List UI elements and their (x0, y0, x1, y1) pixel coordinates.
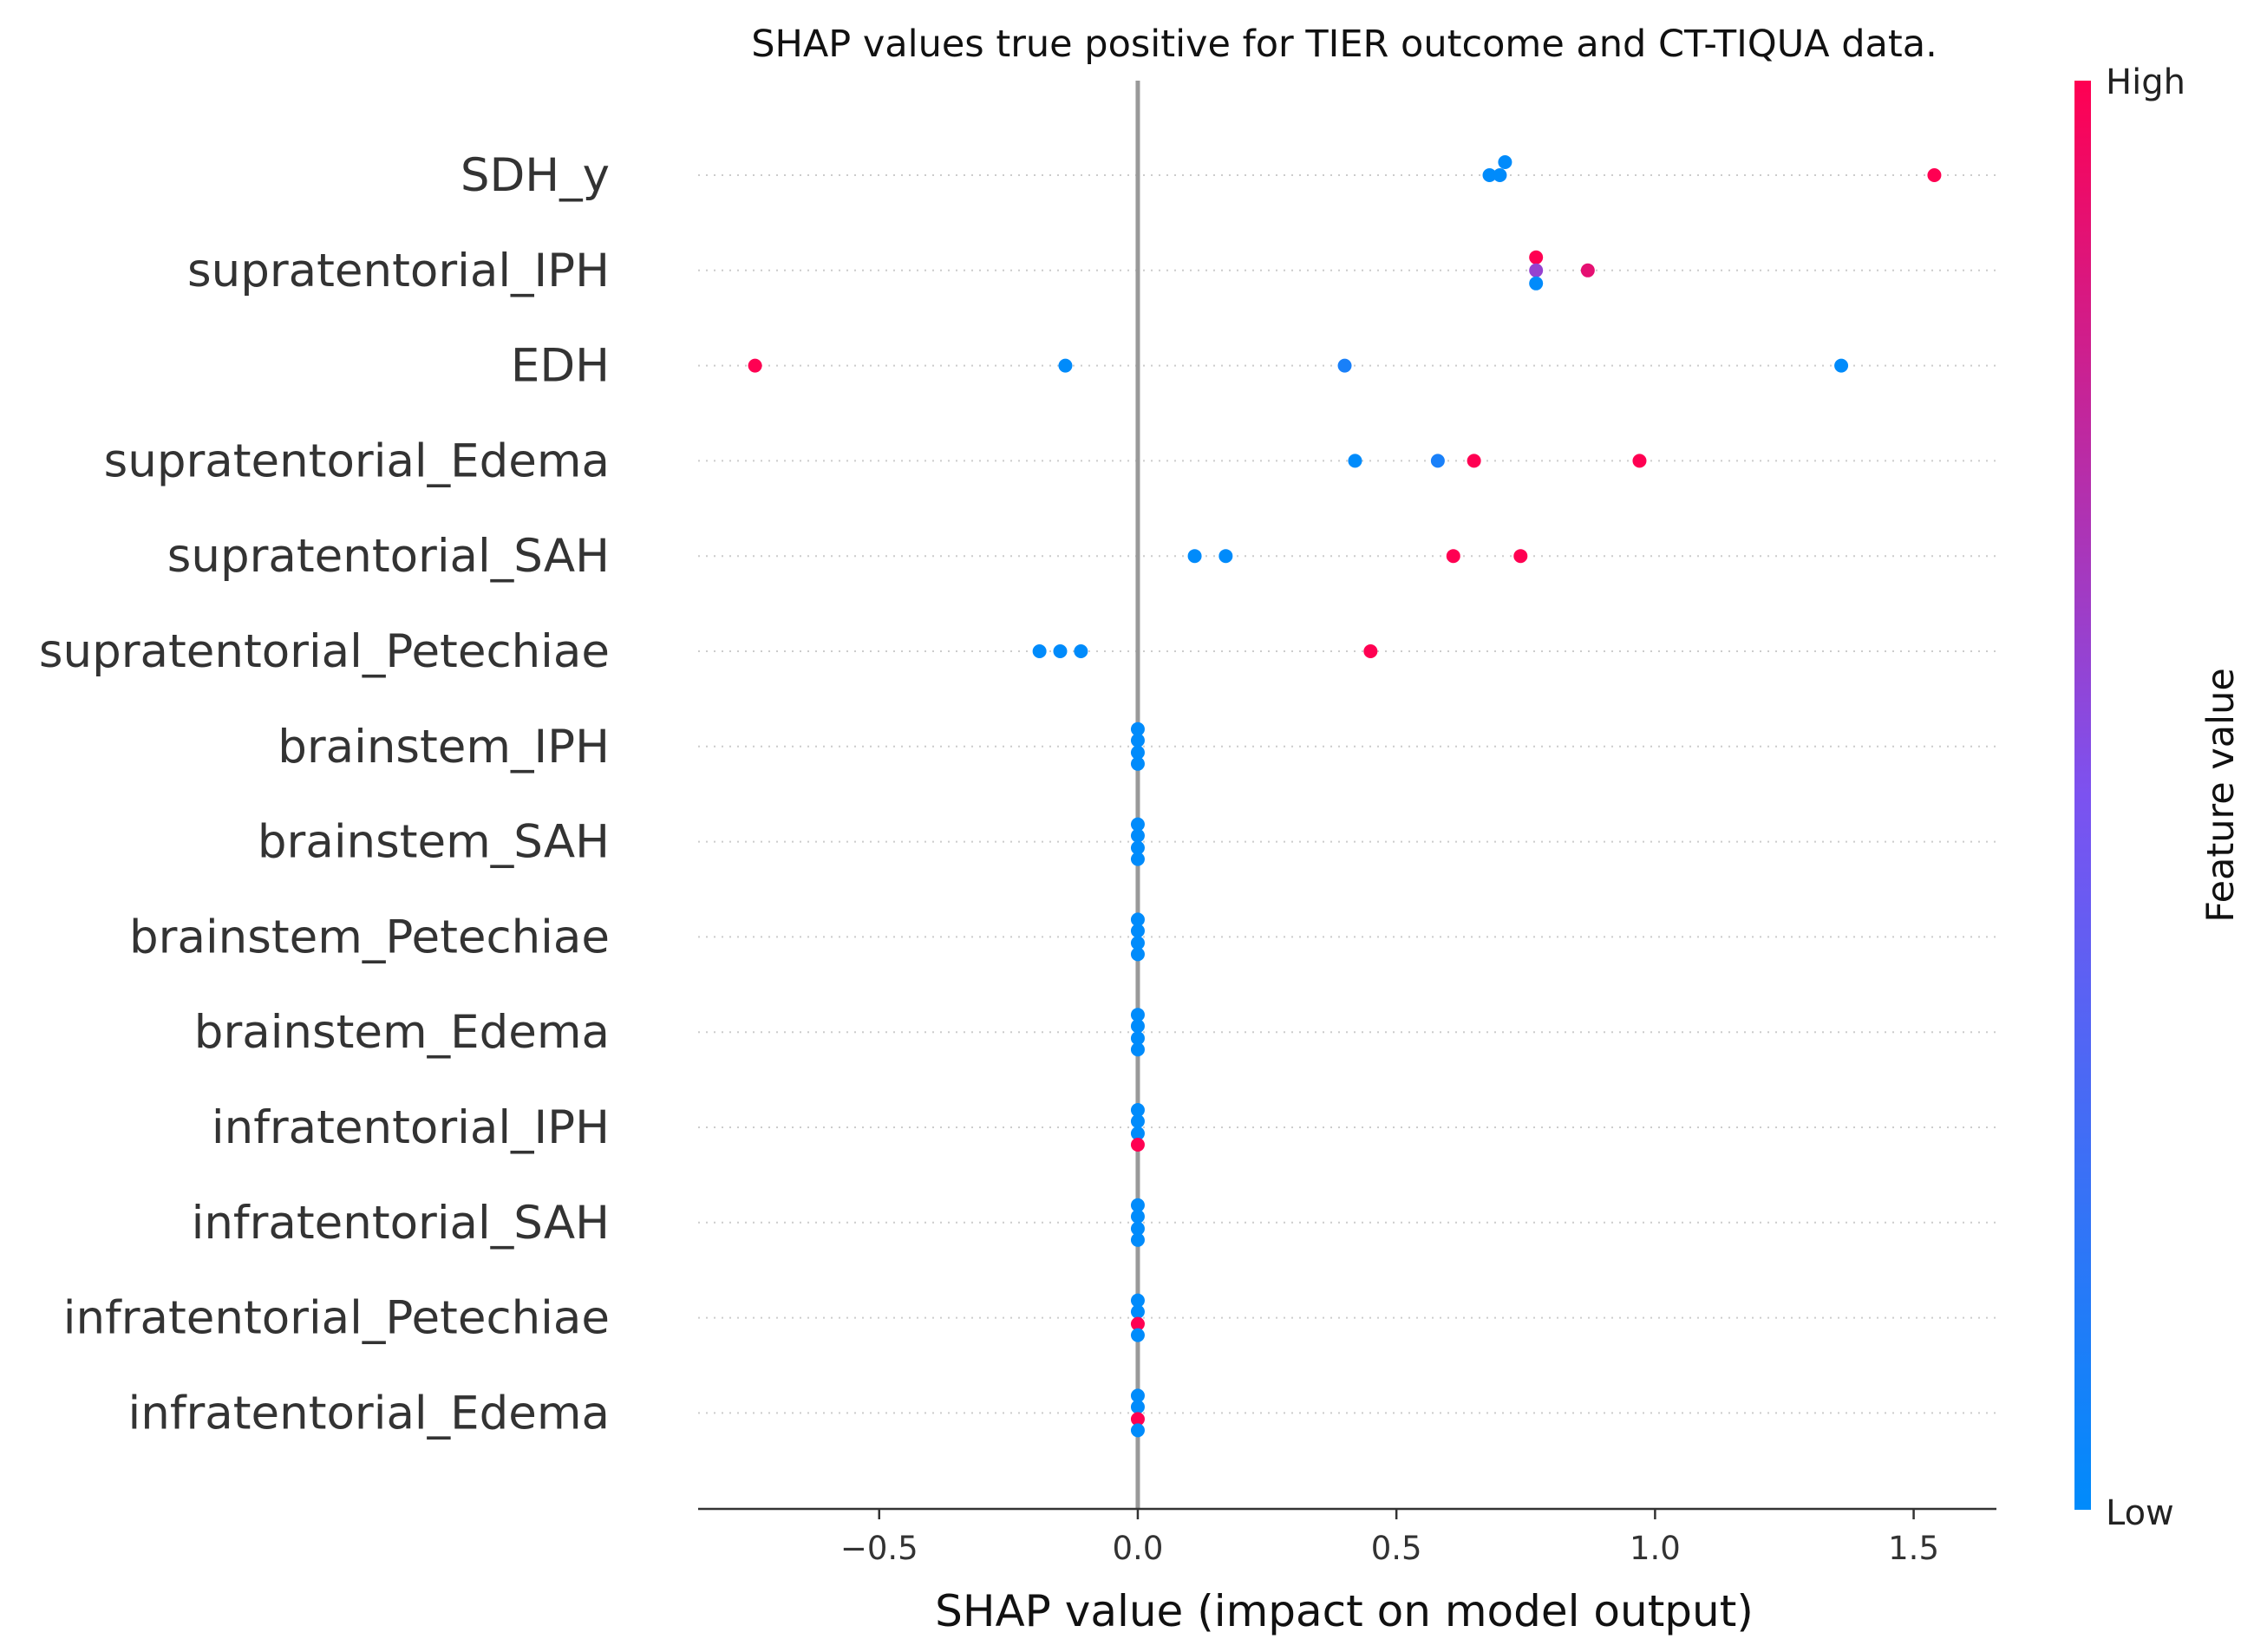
x-axis-ticks: −0.5 0.0 0.5 1.0 1.5 (840, 1509, 1939, 1567)
shap-point (1482, 168, 1497, 182)
feature-label: EDH (511, 340, 610, 393)
shap-point (1130, 1042, 1145, 1057)
shap-point (1032, 644, 1047, 658)
shap-point (1130, 828, 1145, 843)
shap-points (748, 155, 1942, 1438)
shap-point (1130, 1209, 1145, 1224)
colorbar (2074, 81, 2091, 1510)
x-tick-label: 1.5 (1888, 1530, 1939, 1567)
shap-point (1218, 549, 1233, 564)
feature-label: infratentorial_IPH (212, 1101, 610, 1154)
colorbar-title: Feature value (2199, 668, 2243, 923)
shap-point (1130, 1019, 1145, 1034)
shap-point (1130, 840, 1145, 855)
colorbar-low-label: Low (2106, 1493, 2174, 1533)
shap-point (1130, 1114, 1145, 1128)
shap-point (1430, 454, 1445, 468)
shap-point (1363, 644, 1378, 658)
x-tick-label: 1.0 (1630, 1530, 1681, 1567)
shap-point (1130, 733, 1145, 748)
shap-point (748, 358, 762, 373)
shap-point (1580, 263, 1595, 278)
feature-label: supratentorial_SAH (167, 530, 610, 583)
feature-label: supratentorial_Edema (104, 434, 610, 487)
feature-labels: SDH_y supratentorial_IPH EDH supratentorial… (39, 149, 610, 1440)
shap-point (1632, 454, 1647, 468)
colorbar-high-label: High (2106, 62, 2185, 102)
shap-point (1927, 168, 1942, 182)
x-tick-label: 0.5 (1371, 1530, 1422, 1567)
shap-point (1130, 1031, 1145, 1046)
shap-point (1130, 1221, 1145, 1236)
shap-point (1130, 1400, 1145, 1414)
shap-point (1130, 1293, 1145, 1308)
shap-point (1513, 549, 1528, 564)
shap-point (1130, 722, 1145, 736)
x-axis-title: SHAP value (impact on model output) (935, 1586, 1754, 1636)
shap-point (1834, 358, 1849, 373)
shap-point (1529, 276, 1544, 291)
shap-point (1337, 358, 1352, 373)
shap-point (1053, 644, 1068, 658)
shap-point (1074, 644, 1088, 658)
feature-label: infratentorial_Edema (128, 1387, 611, 1440)
shap-point (1493, 168, 1507, 182)
shap-point (1498, 155, 1512, 169)
shap-point (1130, 1316, 1145, 1331)
shap-point (1130, 745, 1145, 760)
shap-point (1529, 263, 1544, 278)
shap-point (1130, 1103, 1145, 1117)
shap-point (1130, 1138, 1145, 1152)
shap-point (1529, 250, 1544, 264)
chart-title: SHAP values true positive for TIER outco… (751, 23, 1937, 66)
shap-point (1130, 924, 1145, 938)
shap-point (1130, 1328, 1145, 1342)
feature-label: brainstem_IPH (278, 721, 610, 774)
x-tick-label: 0.0 (1113, 1530, 1164, 1567)
feature-label: supratentorial_IPH (187, 245, 610, 297)
shap-point (1130, 756, 1145, 771)
shap-point (1130, 1198, 1145, 1212)
shap-point (1130, 1388, 1145, 1403)
shap-point (1130, 1008, 1145, 1022)
shap-point (1130, 1412, 1145, 1427)
shap-point (1187, 549, 1202, 564)
shap-point (1130, 1126, 1145, 1140)
feature-label: brainstem_SAH (258, 816, 610, 869)
x-tick-label: −0.5 (840, 1530, 918, 1567)
shap-point (1446, 549, 1460, 564)
shap-point (1130, 852, 1145, 866)
feature-label: brainstem_Petechiae (129, 911, 610, 963)
shap-point (1130, 936, 1145, 950)
shap-point (1130, 1232, 1145, 1247)
shap-point (1348, 454, 1362, 468)
shap-point (1130, 1423, 1145, 1438)
shap-point (1130, 912, 1145, 927)
shap-point (1130, 817, 1145, 832)
shap-point (1130, 947, 1145, 962)
feature-label: SDH_y (461, 149, 610, 202)
feature-label: supratentorial_Petechiae (39, 625, 610, 678)
feature-label: brainstem_Edema (194, 1006, 610, 1059)
shap-point (1130, 1304, 1145, 1319)
feature-label: infratentorial_SAH (192, 1197, 610, 1250)
shap-point (1467, 454, 1481, 468)
feature-label: infratentorial_Petechiae (63, 1292, 610, 1345)
shap-point (1058, 358, 1073, 373)
